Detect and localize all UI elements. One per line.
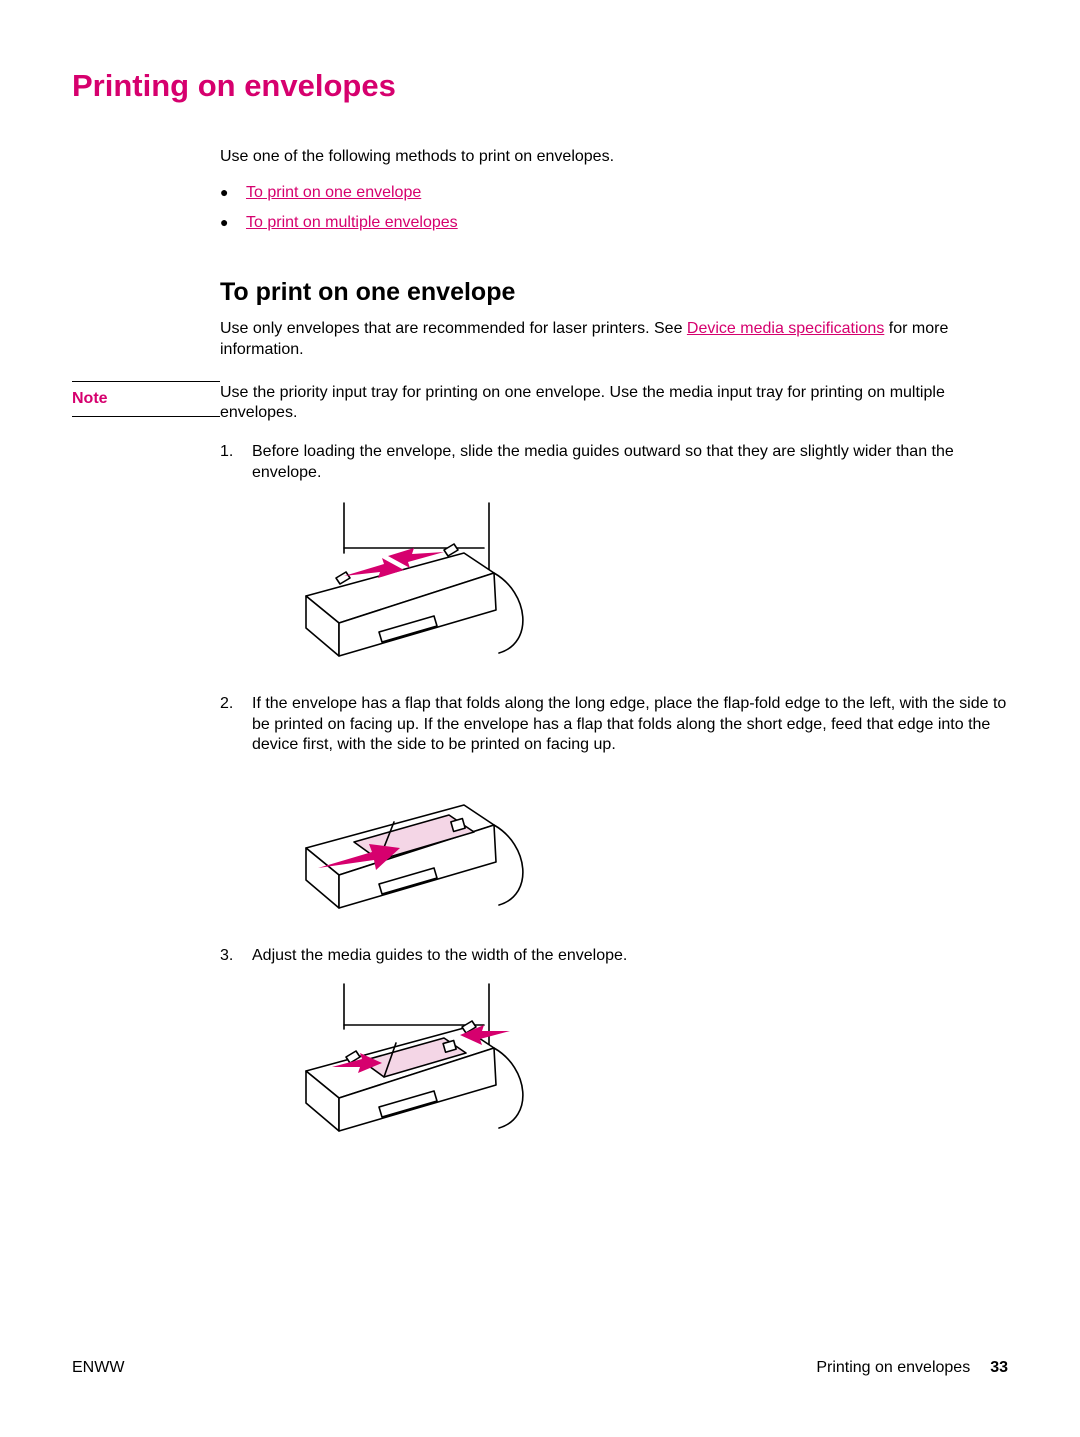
- step-text: If the envelope has a flap that folds al…: [252, 695, 1006, 754]
- footer-page-number: 33: [990, 1359, 1008, 1377]
- figure-2: [284, 770, 1010, 920]
- page-title: Printing on envelopes: [72, 68, 1008, 104]
- rec-text-a: Use only envelopes that are recommended …: [220, 320, 687, 337]
- intro-text: Use one of the following methods to prin…: [220, 148, 1010, 166]
- note-label: Note: [72, 381, 220, 417]
- section-heading: To print on one envelope: [220, 278, 1010, 307]
- steps-list: Before loading the envelope, slide the m…: [220, 442, 1010, 1141]
- figure-3: [284, 981, 1010, 1141]
- step-1: Before loading the envelope, slide the m…: [220, 442, 1010, 668]
- toc-bullets: To print on one envelope To print on mul…: [220, 184, 1010, 232]
- step-2: If the envelope has a flap that folds al…: [220, 694, 1010, 920]
- toc-item: To print on one envelope: [220, 184, 1010, 202]
- recommendation-paragraph: Use only envelopes that are recommended …: [220, 319, 1010, 361]
- step-text: Before loading the envelope, slide the m…: [252, 443, 954, 481]
- link-multiple-envelopes[interactable]: To print on multiple envelopes: [246, 214, 458, 231]
- page-footer: ENWW Printing on envelopes 33: [72, 1359, 1008, 1377]
- footer-left: ENWW: [72, 1359, 124, 1377]
- toc-item: To print on multiple envelopes: [220, 214, 1010, 232]
- note-block: Note Use the priority input tray for pri…: [72, 381, 1008, 425]
- link-device-media-specs[interactable]: Device media specifications: [687, 320, 884, 337]
- steps-column: Before loading the envelope, slide the m…: [220, 442, 1010, 1141]
- step-text: Adjust the media guides to the width of …: [252, 947, 627, 964]
- footer-section: Printing on envelopes: [816, 1359, 970, 1377]
- link-one-envelope[interactable]: To print on one envelope: [246, 184, 421, 201]
- note-text: Use the priority input tray for printing…: [220, 381, 1008, 425]
- content-column: Use one of the following methods to prin…: [220, 148, 1010, 361]
- figure-1: [284, 498, 1010, 668]
- step-3: Adjust the media guides to the width of …: [220, 946, 1010, 1141]
